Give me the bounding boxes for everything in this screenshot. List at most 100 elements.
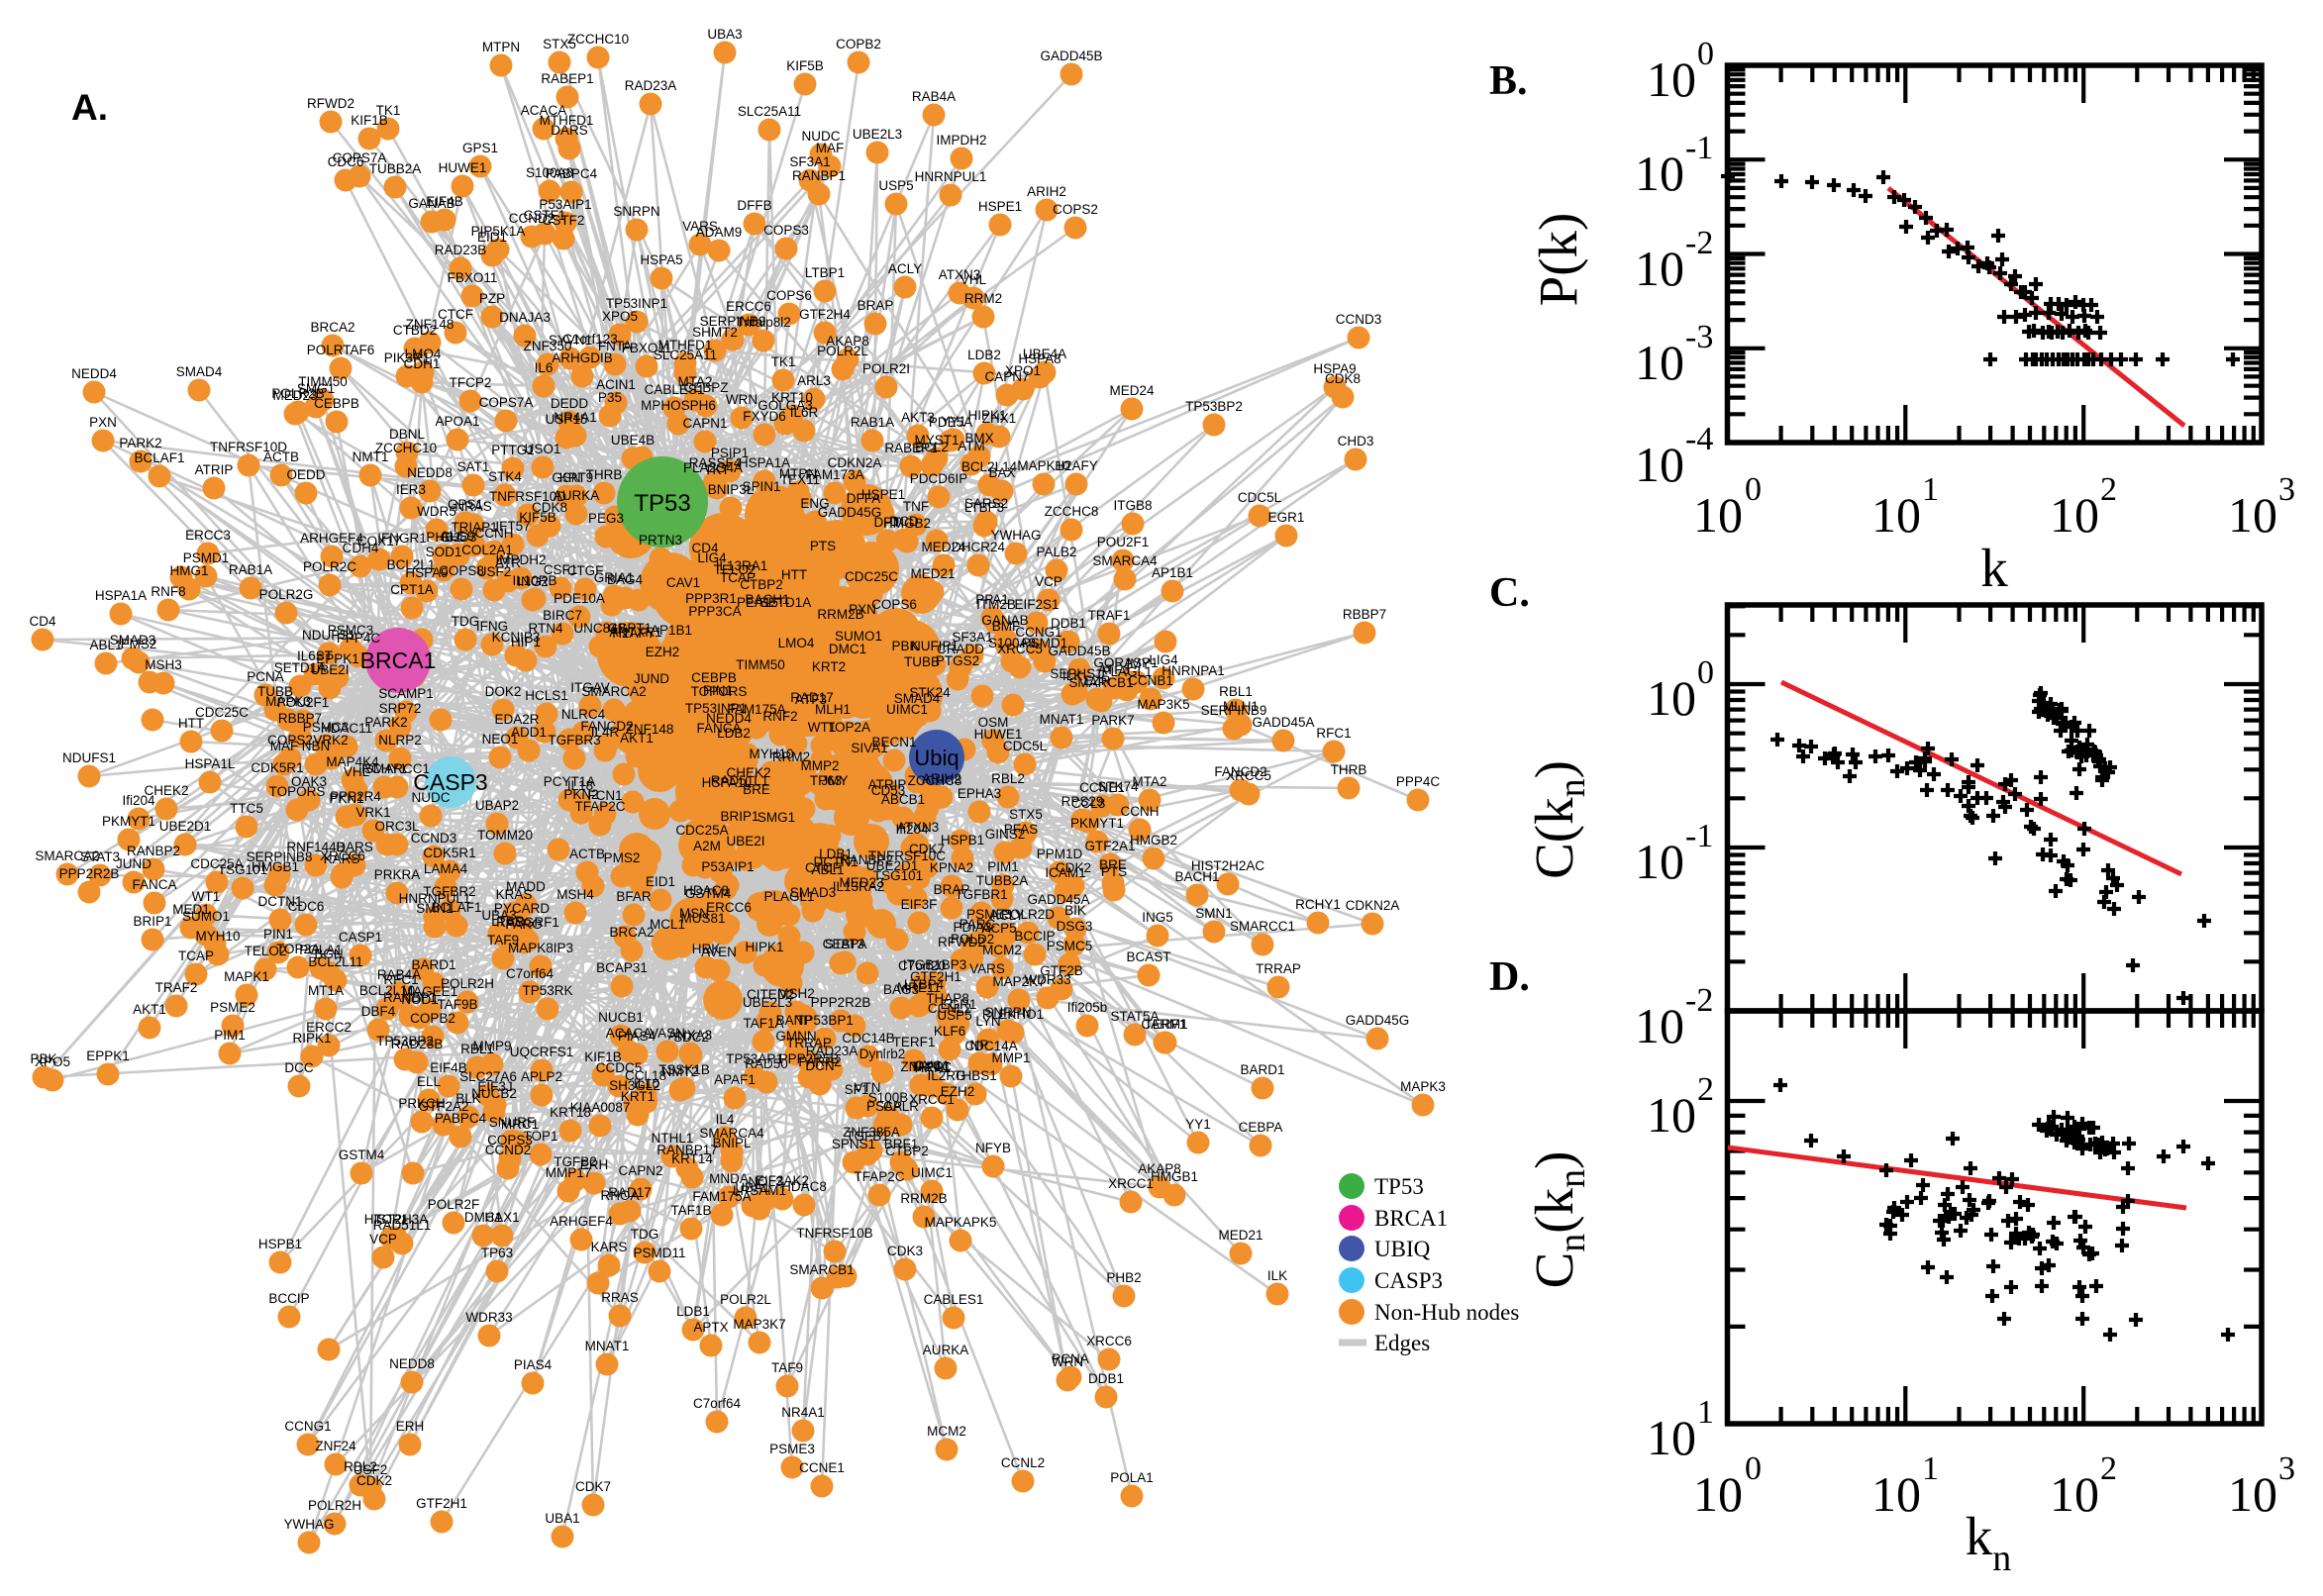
svg-text:DDB1: DDB1 [1088,1371,1124,1386]
svg-text:CTBP2: CTBP2 [740,577,783,592]
svg-text:PDCD6IP: PDCD6IP [910,471,968,486]
svg-text:IER3: IER3 [396,482,426,497]
svg-text:UQCRFS1: UQCRFS1 [510,1045,574,1059]
svg-text:BCL2: BCL2 [915,440,949,454]
svg-text:D.: D. [1489,954,1530,1000]
svg-text:RAB1A: RAB1A [229,562,272,577]
svg-text:PTS: PTS [810,539,836,553]
svg-text:POLR2H: POLR2H [308,1498,361,1513]
svg-text:EDA2R: EDA2R [494,712,539,727]
svg-text:STAT3: STAT3 [825,937,864,951]
svg-text:ORC3L: ORC3L [374,819,420,834]
svg-text:CCNH: CCNH [1121,804,1160,819]
svg-text:ERCC3: ERCC3 [185,528,231,543]
svg-text:C7orf64: C7orf64 [506,966,555,981]
svg-text:TP53BP2: TP53BP2 [1185,399,1243,414]
svg-text:NEDD4: NEDD4 [706,711,752,726]
svg-text:NEDD8: NEDD8 [389,1356,435,1371]
svg-text:SMG1: SMG1 [758,810,795,825]
svg-text:CDK7: CDK7 [575,1479,611,1494]
svg-text:RRM2: RRM2 [964,291,1002,306]
svg-text:CDH4: CDH4 [343,541,379,555]
svg-text:RBBP7: RBBP7 [1343,607,1386,622]
svg-text:HSPE1: HSPE1 [978,199,1022,214]
svg-text:IFNGR1: IFNGR1 [377,531,427,546]
svg-text:ZCCHC10: ZCCHC10 [567,32,629,47]
svg-text:FBXO11: FBXO11 [448,270,498,285]
svg-text:RAD23A: RAD23A [625,78,677,93]
svg-text:SMARCA4: SMARCA4 [1092,553,1158,568]
svg-text:SMARCB1: SMARCB1 [789,1262,854,1277]
svg-text:TNFRSF10B: TNFRSF10B [796,1226,872,1241]
svg-text:RNF2: RNF2 [762,709,797,724]
svg-text:-1: -1 [1685,818,1713,854]
svg-text:AURKA: AURKA [923,1343,969,1357]
svg-text:HSPB1: HSPB1 [941,833,984,848]
svg-text:10: 10 [1647,670,1696,726]
svg-text:PDE5A: PDE5A [929,415,972,430]
svg-text:CDC5L: CDC5L [1238,490,1282,505]
svg-text:YWHAG: YWHAG [283,1517,334,1532]
svg-text:CD4: CD4 [691,541,718,555]
svg-text:IL6: IL6 [535,360,554,375]
svg-text:RBL2: RBL2 [344,1459,377,1474]
svg-text:P53AIP1: P53AIP1 [539,197,591,212]
svg-text:LDB2: LDB2 [967,348,1001,362]
svg-text:DFFB: DFFB [737,198,771,213]
svg-text:ZCCHC8: ZCCHC8 [908,773,962,788]
svg-text:TOMM20: TOMM20 [477,828,533,843]
svg-text:TRAF1: TRAF1 [1088,608,1131,623]
svg-text:RAB1A: RAB1A [851,415,894,430]
svg-text:BCL2L10: BCL2L10 [359,983,415,998]
svg-text:UBE2I: UBE2I [726,834,764,848]
svg-text:KRT14: KRT14 [671,1151,713,1166]
svg-text:PIN1: PIN1 [263,927,293,942]
svg-text:ACLY: ACLY [888,261,922,276]
svg-text:YY1: YY1 [1185,1117,1211,1132]
svg-text:A2M: A2M [693,839,721,853]
svg-text:ERCC6: ERCC6 [726,299,771,314]
svg-text:VHL: VHL [960,272,987,287]
svg-text:XPO1: XPO1 [1005,363,1041,378]
svg-text:APOA1: APOA1 [435,414,479,429]
svg-text:IL13RA1: IL13RA1 [716,558,768,573]
svg-text:SMARCC1: SMARCC1 [1230,919,1295,934]
svg-text:RRM2: RRM2 [772,749,810,764]
svg-text:EPPK1: EPPK1 [316,651,359,666]
svg-text:CAPN1: CAPN1 [682,416,727,431]
svg-text:ABL1: ABL1 [811,862,844,877]
svg-text:PXN: PXN [849,602,876,617]
svg-text:ELL: ELL [417,1074,442,1089]
svg-text:PCYT1A: PCYT1A [544,774,596,789]
svg-text:LDB1: LDB1 [676,1304,710,1319]
svg-text:RFC1: RFC1 [1316,726,1351,741]
svg-text:FANCA: FANCA [696,721,741,736]
svg-text:PPM1D: PPM1D [1037,847,1083,861]
svg-text:PPP2R4: PPP2R4 [330,789,381,804]
svg-text:ENG: ENG [800,496,829,511]
svg-text:PLAGL1: PLAGL1 [763,889,814,904]
svg-text:LDB2: LDB2 [717,726,751,741]
svg-text:TP53INP1: TP53INP1 [685,701,747,716]
svg-text:OSM: OSM [978,715,1009,730]
svg-text:BRCA1: BRCA1 [360,648,437,673]
svg-text:BACH1: BACH1 [1174,869,1219,884]
svg-text:BCAP31: BCAP31 [596,960,648,975]
svg-text:JMY: JMY [822,773,849,788]
svg-text:GTF2B: GTF2B [1040,963,1083,978]
svg-text:BMF: BMF [992,619,1021,634]
svg-text:EIF3F: EIF3F [901,897,938,912]
svg-text:MAPK3: MAPK3 [1400,1079,1446,1094]
svg-text:TOP2A: TOP2A [276,942,320,956]
svg-text:PIM1: PIM1 [987,859,1019,874]
svg-text:COPS6: COPS6 [766,288,812,303]
svg-text:10: 10 [1635,437,1684,492]
svg-text:PDE10A: PDE10A [554,591,605,606]
svg-text:SETD1A: SETD1A [759,595,812,610]
svg-text:CDC25A: CDC25A [190,856,243,871]
svg-text:AP1B1: AP1B1 [1152,565,1193,580]
svg-text:P53AIP1: P53AIP1 [701,859,754,874]
svg-text:10: 10 [1693,487,1743,543]
svg-text:THBS1: THBS1 [954,1068,997,1083]
svg-text:WT1: WT1 [808,720,837,735]
